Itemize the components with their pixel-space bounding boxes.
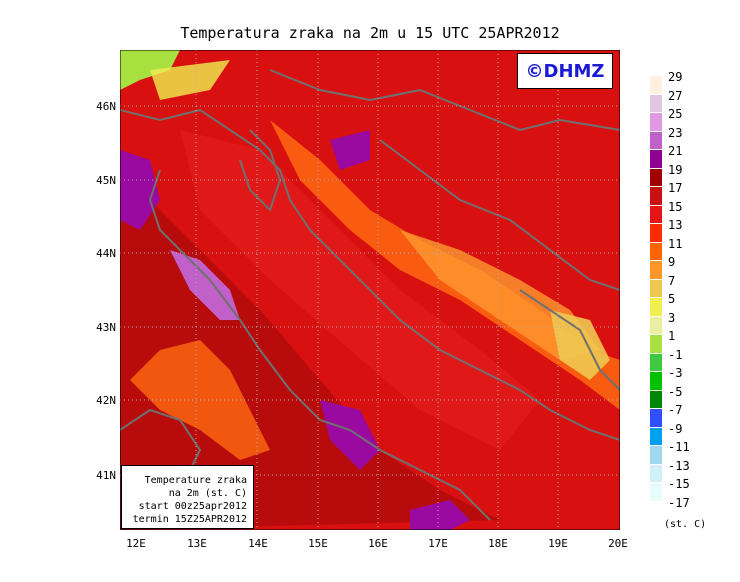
purple-south (320, 400, 380, 470)
legend-swatch (650, 150, 662, 168)
legend-swatch (650, 131, 662, 150)
legend-label: 9 (668, 255, 676, 269)
info-line-4: termin 15Z25APR2012 (132, 514, 247, 525)
temperature-map (120, 50, 620, 530)
legend-label: -3 (668, 366, 683, 380)
lat-label: 46N (96, 100, 116, 113)
legend-label: 17 (668, 181, 683, 195)
legend-swatch (650, 205, 662, 224)
legend-label: 25 (668, 107, 683, 121)
purple-west (120, 150, 160, 230)
legend-swatch (650, 409, 662, 427)
legend-swatch (650, 390, 662, 409)
legend-label: -11 (668, 440, 690, 454)
legend-swatch (650, 279, 662, 298)
grid-lines (120, 50, 620, 530)
legend-label: -13 (668, 458, 690, 473)
legend-label: 3 (668, 310, 676, 325)
legend-swatch (650, 372, 662, 390)
legend-label: 23 (668, 125, 683, 140)
map-title: Temperatura zraka na 2m u 15 UTC 25APR20… (180, 24, 560, 42)
legend-label: 7 (668, 273, 676, 288)
legend-swatch (650, 94, 662, 113)
legend-swatch (650, 335, 662, 353)
info-line-1: Temperature zraka (144, 475, 247, 486)
legend-swatch (650, 353, 662, 372)
legend-swatch (650, 187, 662, 205)
legend-label: -17 (668, 495, 690, 510)
legend-label: 27 (668, 88, 683, 103)
legend-swatch (650, 261, 662, 279)
legend-label: 1 (668, 329, 676, 343)
legend-label: -15 (668, 477, 690, 491)
light-orange-band (400, 230, 600, 360)
legend-swatch (650, 483, 662, 501)
legend-label: 13 (668, 218, 683, 232)
legend-swatch (650, 113, 662, 131)
lon-label: 13E (187, 537, 207, 550)
purple-abruzzo (170, 250, 240, 320)
legend-swatch (650, 427, 662, 446)
info-box: Temperature zraka na 2m (st. C) start 00… (121, 465, 254, 529)
legend-label: -5 (668, 384, 683, 399)
lat-label: 41N (96, 469, 116, 482)
legend-label: 21 (668, 144, 683, 158)
legend-swatch (650, 316, 662, 335)
lon-label: 20E (608, 537, 628, 550)
yellow-corner (150, 60, 230, 100)
lon-label: 16E (368, 537, 388, 550)
lon-label: 18E (488, 537, 508, 550)
dhmz-logo: ©DHMZ (517, 53, 613, 89)
lon-label: 12E (126, 537, 146, 550)
legend-swatch (650, 242, 662, 261)
legend-label: 15 (668, 199, 683, 214)
lat-label: 43N (96, 321, 116, 334)
lon-label: 17E (428, 537, 448, 550)
purple-calabria (410, 500, 470, 530)
legend-label: 5 (668, 292, 676, 306)
purple-north (330, 130, 370, 170)
legend-label: 19 (668, 162, 683, 177)
legend-label: -7 (668, 403, 683, 417)
legend-swatch (650, 446, 662, 464)
legend-label: -9 (668, 421, 683, 436)
lat-label: 45N (96, 174, 116, 187)
lon-label: 14E (248, 537, 268, 550)
legend-swatch (650, 298, 662, 316)
coastlines (120, 69, 620, 530)
legend-units: (st. C) (664, 519, 707, 530)
legend-swatch (650, 76, 662, 94)
lon-label: 19E (548, 537, 568, 550)
legend-swatch (650, 224, 662, 242)
legend-label: 11 (668, 236, 683, 251)
legend-swatch (650, 464, 662, 483)
legend-label: 29 (668, 70, 683, 84)
legend-swatch (650, 168, 662, 187)
legend-label: -1 (668, 347, 683, 362)
lon-label: 15E (308, 537, 328, 550)
info-line-3: start 00z25apr2012 (138, 501, 247, 512)
lat-label: 44N (96, 247, 116, 260)
lat-label: 42N (96, 394, 116, 407)
info-line-2: na 2m (st. C) (168, 488, 247, 499)
